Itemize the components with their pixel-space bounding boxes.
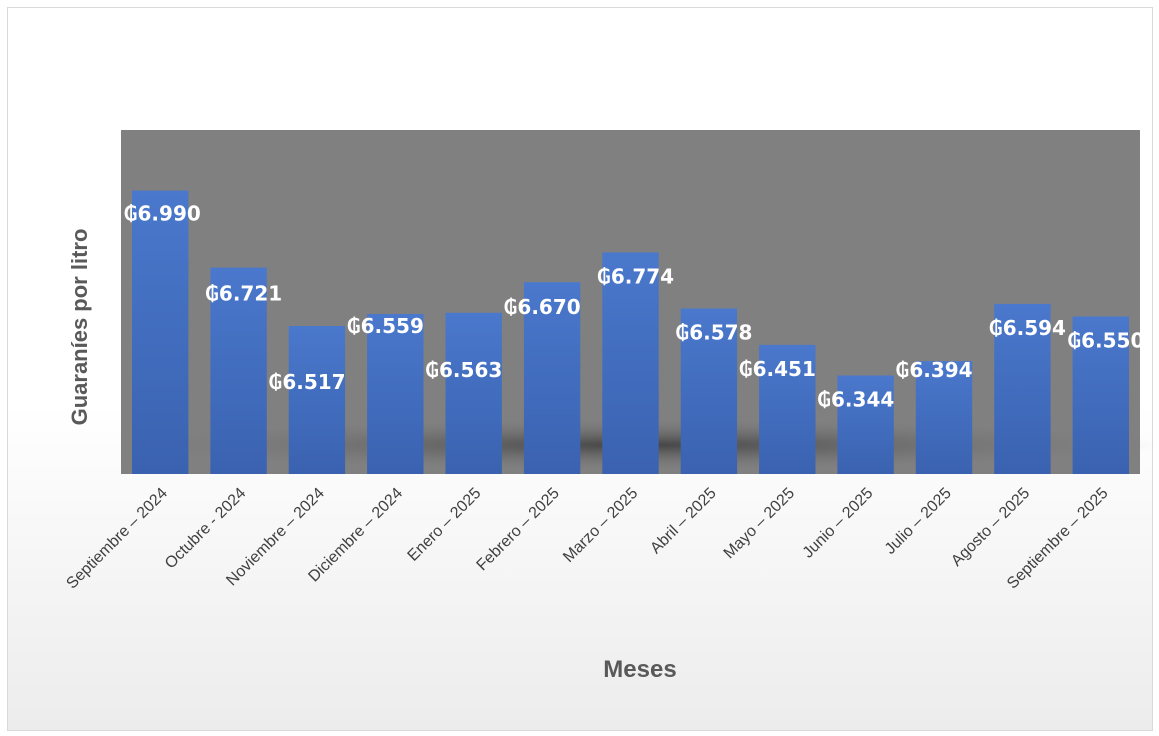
bar bbox=[1072, 316, 1129, 474]
data-label: ₲6.721 bbox=[205, 282, 282, 306]
bar bbox=[915, 361, 973, 474]
data-label: ₲6.451 bbox=[739, 357, 816, 381]
bar bbox=[367, 314, 424, 474]
bar bbox=[837, 375, 894, 474]
x-tick-label: Febrero – 2025 bbox=[474, 485, 563, 574]
bar bbox=[210, 267, 267, 474]
bar bbox=[602, 252, 659, 474]
bar bbox=[288, 326, 346, 474]
bar bbox=[680, 308, 738, 474]
y-axis-label: Guaraníes por litro bbox=[67, 229, 92, 426]
data-label: ₲6.394 bbox=[895, 358, 972, 382]
x-tick-label: Enero – 2025 bbox=[405, 485, 485, 565]
x-tick-label: Marzo – 2025 bbox=[560, 485, 641, 566]
data-label: ₲6.990 bbox=[124, 202, 201, 226]
x-tick-label: Agosto – 2025 bbox=[948, 485, 1033, 570]
data-label: ₲6.578 bbox=[675, 321, 752, 345]
bar bbox=[445, 312, 502, 474]
x-tick-label: Abril – 2025 bbox=[647, 485, 719, 557]
bar bbox=[759, 344, 816, 474]
data-label: ₲6.563 bbox=[425, 358, 502, 382]
data-label: ₲6.550 bbox=[1067, 329, 1144, 353]
data-label: ₲6.559 bbox=[347, 314, 424, 338]
bar bbox=[523, 282, 581, 474]
x-tick-label: Octubre - 2024 bbox=[162, 485, 250, 573]
x-tick-label: Mayo – 2025 bbox=[721, 485, 799, 563]
x-axis-label: Meses bbox=[603, 656, 676, 683]
data-label: ₲6.594 bbox=[989, 316, 1066, 340]
data-label: ₲6.670 bbox=[504, 295, 581, 319]
x-tick-label: Septiembre – 2024 bbox=[63, 485, 171, 593]
data-label: ₲6.517 bbox=[268, 370, 345, 394]
bar bbox=[994, 303, 1051, 474]
data-label: ₲6.774 bbox=[597, 264, 674, 288]
bar bbox=[132, 190, 189, 474]
data-label: ₲6.344 bbox=[817, 388, 894, 412]
x-tick-label: Julio – 2025 bbox=[882, 485, 955, 558]
x-tick-label: Junio – 2025 bbox=[800, 485, 877, 562]
